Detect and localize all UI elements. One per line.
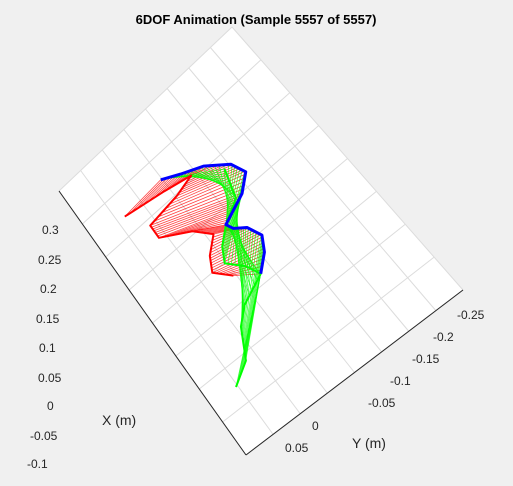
- grid-line: [231, 26, 464, 291]
- grid-line: [188, 67, 410, 332]
- grid-line: [175, 190, 377, 357]
- blue-trajectory: [160, 162, 266, 275]
- green-trajectory: [221, 168, 262, 388]
- axis-line: [209, 231, 257, 257]
- axis-line: [218, 164, 231, 214]
- axis-line: [156, 203, 237, 235]
- axis-line: [243, 236, 263, 346]
- axis-line: [242, 231, 257, 337]
- axis-line: [124, 179, 162, 217]
- y-tick-label: -0.25: [457, 308, 485, 322]
- grid-line: [166, 88, 383, 353]
- x-axis-label: X (m): [102, 412, 136, 428]
- x-axis-line: [58, 190, 247, 456]
- axis-line: [240, 228, 249, 329]
- axis-line: [195, 225, 229, 233]
- grid-line: [198, 223, 406, 390]
- axis-line: [173, 216, 230, 236]
- axis-line: [243, 239, 264, 349]
- axis-line: [153, 198, 240, 232]
- y-tick-label: -0.05: [368, 396, 396, 410]
- axis-line: [188, 170, 233, 190]
- grid-line: [222, 256, 435, 423]
- x-tick-label: 0.2: [40, 282, 57, 296]
- axis-line: [186, 164, 224, 182]
- chart-title: 6DOF Animation (Sample 5557 of 5557): [136, 12, 377, 27]
- axis-line: [130, 178, 165, 214]
- y-tick-label: -0.2: [433, 330, 454, 344]
- axis-line: [192, 169, 234, 192]
- axis-line: [204, 227, 233, 234]
- axis-line: [192, 225, 228, 232]
- x-tick-label: 0.15: [36, 312, 60, 326]
- grid-line: [209, 47, 437, 311]
- x-tick-label: 0.1: [39, 341, 56, 355]
- axis-line: [242, 233, 259, 340]
- y-axis-line: [245, 289, 464, 456]
- axis-line: [165, 173, 246, 209]
- axis-line: [158, 208, 235, 239]
- y-tick-label: 0.05: [285, 441, 309, 455]
- red-trajectory: [124, 174, 234, 277]
- x-tick-label: 0.3: [42, 223, 59, 237]
- axis-line: [240, 227, 247, 325]
- x-tick-label: 0: [47, 399, 54, 413]
- axis-line: [224, 166, 236, 231]
- y-tick-label: -0.15: [412, 352, 440, 366]
- y-axis-label: Y (m): [352, 435, 386, 451]
- axis-line: [153, 185, 244, 222]
- x-tick-label: -0.1: [27, 457, 48, 471]
- axis-line: [135, 177, 168, 210]
- x-tick-label: -0.05: [30, 429, 58, 443]
- x-tick-label: 0.05: [38, 371, 62, 385]
- axis-line: [152, 195, 242, 230]
- x-tick-label: 0.25: [38, 253, 62, 267]
- axis-line: [176, 168, 240, 197]
- axis-line: [147, 175, 175, 203]
- axis-line: [155, 200, 239, 233]
- axis-line: [241, 230, 254, 334]
- axis-line: [169, 171, 246, 205]
- axis-line: [163, 211, 233, 238]
- y-tick-label: -0.1: [390, 374, 411, 388]
- y-tick-label: 0: [312, 419, 319, 433]
- axis-line: [178, 167, 238, 194]
- axis-line: [152, 174, 179, 199]
- axis-line: [184, 164, 229, 185]
- axis-line: [230, 198, 240, 265]
- axis-line: [168, 214, 232, 237]
- axis-line: [157, 206, 236, 237]
- axis-line: [141, 176, 172, 207]
- axis-line: [235, 273, 262, 388]
